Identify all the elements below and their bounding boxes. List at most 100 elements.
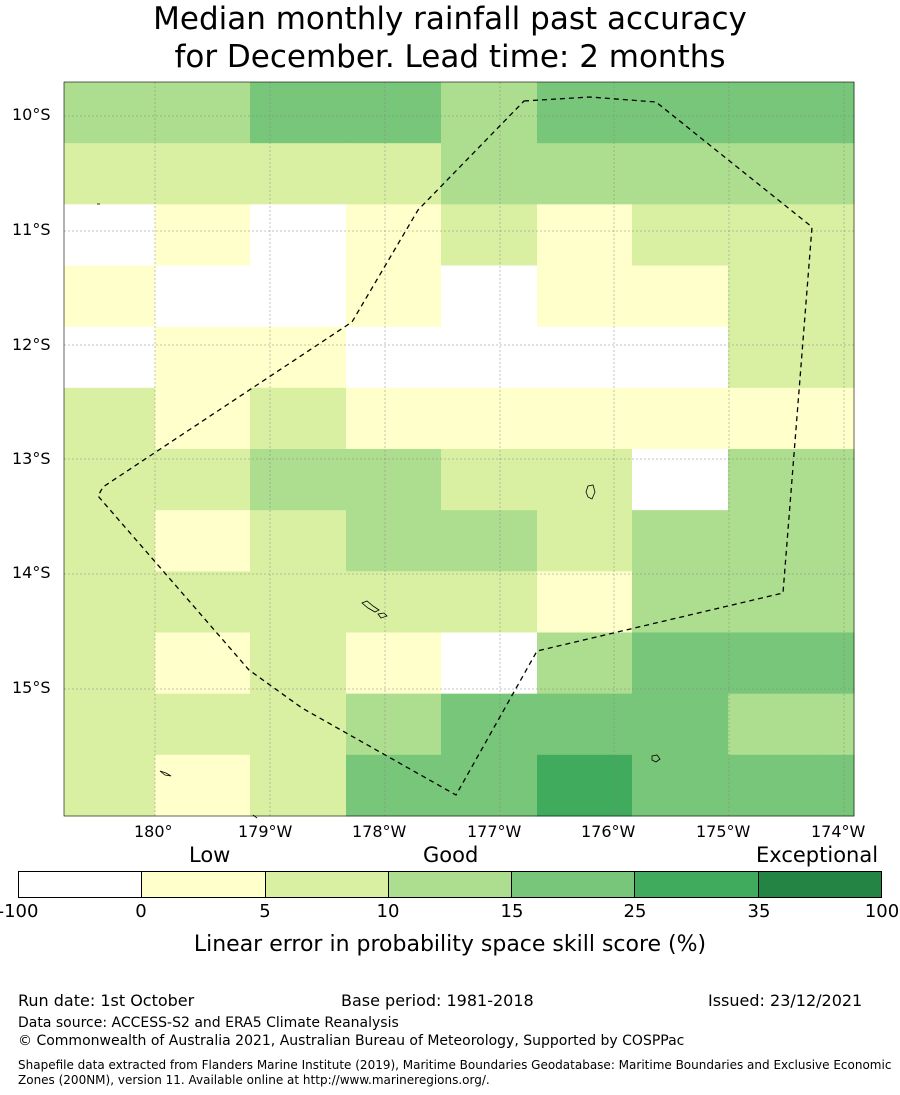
grid-cell (64, 143, 156, 205)
grid-cell (155, 204, 251, 266)
grid-cell (441, 143, 538, 205)
grid-cell (632, 693, 729, 756)
colorbar-tick-25: 25 (623, 901, 647, 922)
grid-cell (441, 82, 538, 144)
grid-cell (632, 265, 729, 328)
colorbar-tick-m100: -100 (0, 901, 39, 922)
colorbar-segment (265, 872, 389, 897)
colorbar-tick-100: 100 (864, 901, 900, 922)
grid-cell (728, 510, 824, 572)
grid-cell (441, 632, 538, 695)
grid-cell (441, 265, 538, 328)
grid-cell (250, 387, 347, 450)
base-period: Base period: 1981-2018 (341, 991, 534, 1010)
island-east (585, 484, 596, 500)
grid-cell (346, 204, 442, 266)
map-plot (63, 81, 855, 819)
grid-cell (64, 82, 156, 144)
grid-cell (346, 265, 442, 328)
grid-cell (64, 510, 156, 572)
data-source: Data source: ACCESS-S2 and ERA5 Climate … (18, 1015, 399, 1031)
grid-cell (537, 754, 633, 817)
grid-cell (537, 449, 633, 511)
grid-cell (64, 571, 156, 633)
grid-cell (155, 693, 251, 756)
lat-label-15s: 15°S (12, 678, 51, 697)
grid-cell (250, 204, 347, 266)
grid-cell (441, 449, 538, 511)
grid-cell (632, 143, 729, 205)
grid-cell (728, 326, 824, 389)
grid-cell (823, 449, 855, 511)
grid-cell (823, 326, 855, 389)
lon-label-178w: 178°W (352, 822, 407, 841)
grid-cell (728, 693, 824, 756)
grid-cell (537, 510, 633, 572)
colorbar-segment (758, 872, 881, 897)
lon-label-177w: 177°W (467, 822, 522, 841)
grid-cell (155, 265, 251, 328)
grid-cell (537, 693, 633, 756)
lon-label-176w: 176°W (581, 822, 636, 841)
lon-label-179w: 179°W (238, 822, 293, 841)
grid-cell (346, 82, 442, 144)
grid-cell (823, 510, 855, 572)
title-line-2: for December. Lead time: 2 months (174, 39, 726, 75)
grid-cell (64, 632, 156, 695)
grid-cell (346, 387, 442, 450)
grid-cell (632, 82, 729, 144)
lon-label-175w: 175°W (696, 822, 751, 841)
colorbar-tick-0: 0 (135, 901, 147, 922)
land-islands (97, 203, 661, 819)
island-west-sliver (159, 770, 172, 777)
grid-cell (250, 265, 347, 328)
grid-cell (64, 387, 156, 450)
colorbar-segment (635, 872, 759, 897)
grid-cell (632, 632, 729, 695)
grid-cell (250, 571, 347, 633)
grid-cell (346, 326, 442, 389)
colorbar (18, 871, 882, 898)
category-good: Good (423, 843, 479, 867)
grid-cell (155, 387, 251, 450)
grid-cell (155, 143, 251, 205)
map-frame (63, 81, 855, 817)
grid-cell (155, 510, 251, 572)
colorbar-tick-35: 35 (747, 901, 771, 922)
grid-cell (537, 387, 633, 450)
grid-cell (537, 632, 633, 695)
grid-cell (728, 754, 824, 817)
grid-cell (728, 204, 824, 266)
grid-cell (346, 693, 442, 756)
island-upolu (361, 600, 380, 613)
category-low: Low (189, 843, 231, 867)
grid-cell (728, 143, 824, 205)
colorbar-segment (388, 872, 513, 897)
grid-cell (823, 143, 855, 205)
grid-cell (632, 449, 729, 511)
title-line-1: Median monthly rainfall past accuracy (153, 1, 747, 37)
colorbar-segment (142, 872, 266, 897)
grid-cell (823, 387, 855, 450)
grid-cell (441, 693, 538, 756)
grid-cell (823, 204, 855, 266)
grid-cell (728, 82, 824, 144)
grid-cell (155, 754, 251, 817)
grid-cell (64, 326, 156, 389)
grid-cell (537, 326, 633, 389)
grid-cell (346, 510, 442, 572)
grid-cell (728, 387, 824, 450)
grid-cell (346, 632, 442, 695)
grid-cell (728, 265, 824, 328)
grid-cell (155, 82, 251, 144)
grid-cell (632, 754, 729, 817)
grid-cell (441, 204, 538, 266)
colorbar-label: Linear error in probability space skill … (193, 932, 707, 957)
grid-cell (250, 449, 347, 511)
category-exceptional: Exceptional (756, 843, 879, 867)
grid-cell (441, 326, 538, 389)
colorbar-segment (19, 872, 143, 897)
grid-cell (346, 143, 442, 205)
grid-cell (537, 204, 633, 266)
grid-cell (250, 510, 347, 572)
